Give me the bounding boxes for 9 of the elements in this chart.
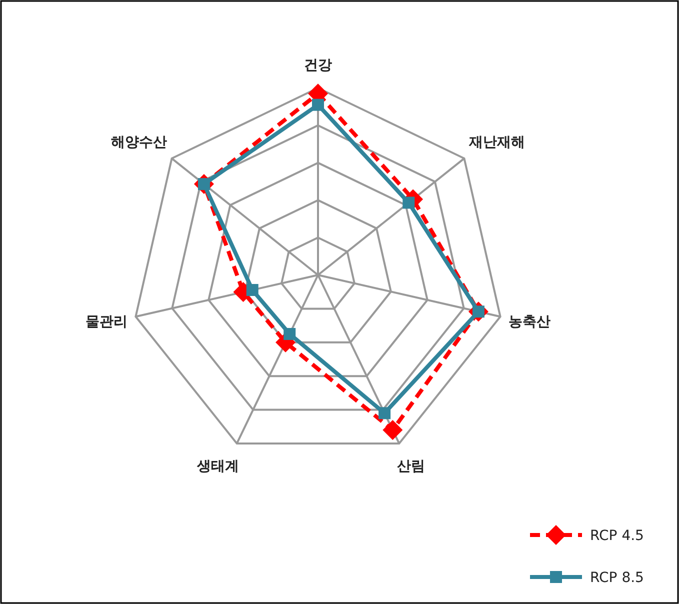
spoke-label: 산림 <box>397 458 426 474</box>
legend-label: RCP 8.5 <box>590 570 644 586</box>
spoke-label: 생태계 <box>196 458 239 474</box>
spoke-label: 재난재해 <box>468 134 525 151</box>
spoke-label: 건강 <box>304 57 332 74</box>
spoke-label: 물관리 <box>85 314 128 330</box>
spoke-label: 농축산 <box>508 314 551 330</box>
legend-label: RCP 4.5 <box>590 528 644 544</box>
spoke-label: 해양수산 <box>111 134 168 151</box>
